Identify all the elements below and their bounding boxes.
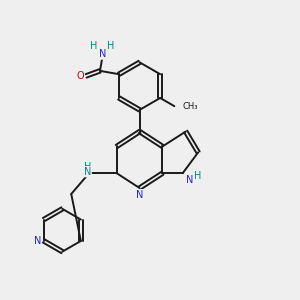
Text: O: O xyxy=(77,71,85,81)
Text: H: H xyxy=(194,171,202,181)
Text: N: N xyxy=(34,236,41,246)
Text: CH₃: CH₃ xyxy=(183,102,198,111)
Text: N: N xyxy=(99,49,106,59)
Text: N: N xyxy=(136,190,143,200)
Text: N: N xyxy=(84,167,91,177)
Text: H: H xyxy=(107,41,115,51)
Text: H: H xyxy=(84,162,91,172)
Text: N: N xyxy=(185,175,193,185)
Text: H: H xyxy=(90,41,98,51)
